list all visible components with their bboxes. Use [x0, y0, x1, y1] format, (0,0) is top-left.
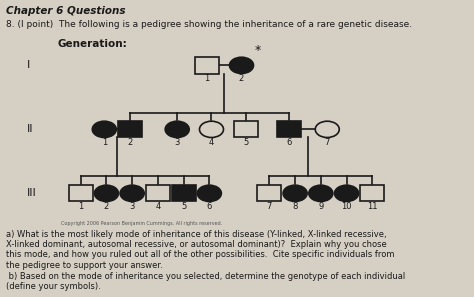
Text: *: * — [255, 44, 261, 57]
Circle shape — [309, 185, 333, 201]
Text: 1: 1 — [205, 74, 210, 83]
Text: 2: 2 — [104, 202, 109, 211]
Text: 11: 11 — [367, 202, 377, 211]
Text: 5: 5 — [181, 202, 186, 211]
Text: 7: 7 — [325, 138, 330, 147]
Text: 1: 1 — [101, 138, 107, 147]
Text: 5: 5 — [243, 138, 248, 147]
Text: Generation:: Generation: — [57, 39, 127, 49]
FancyBboxPatch shape — [360, 185, 384, 201]
FancyBboxPatch shape — [69, 185, 93, 201]
FancyBboxPatch shape — [172, 185, 196, 201]
Text: 2: 2 — [239, 74, 244, 83]
Text: II: II — [27, 124, 34, 134]
Text: a) What is the most likely mode of inheritance of this disease (Y-linked, X-link: a) What is the most likely mode of inher… — [6, 230, 394, 270]
Circle shape — [120, 185, 144, 201]
FancyBboxPatch shape — [234, 121, 258, 138]
Text: 6: 6 — [207, 202, 212, 211]
Text: 10: 10 — [341, 202, 352, 211]
Text: I: I — [27, 60, 30, 70]
Circle shape — [197, 185, 221, 201]
Text: III: III — [27, 188, 37, 198]
Text: 3: 3 — [129, 202, 135, 211]
Text: 1: 1 — [78, 202, 83, 211]
Text: 2: 2 — [128, 138, 133, 147]
Text: 8. (I point)  The following is a pedigree showing the inheritance of a rare gene: 8. (I point) The following is a pedigree… — [6, 20, 412, 29]
Circle shape — [94, 185, 118, 201]
Circle shape — [335, 185, 358, 201]
Circle shape — [315, 121, 339, 138]
FancyBboxPatch shape — [257, 185, 282, 201]
FancyBboxPatch shape — [146, 185, 170, 201]
Text: Copyright 2006 Pearson Benjamin Cummings. All rights reserved.: Copyright 2006 Pearson Benjamin Cummings… — [62, 221, 223, 226]
Circle shape — [200, 121, 224, 138]
Circle shape — [92, 121, 116, 138]
FancyBboxPatch shape — [195, 57, 219, 74]
Text: 4: 4 — [155, 202, 161, 211]
Text: 9: 9 — [318, 202, 323, 211]
Text: 3: 3 — [174, 138, 180, 147]
Text: b) Based on the mode of inheritance you selected, determine the genotype of each: b) Based on the mode of inheritance you … — [6, 272, 405, 291]
FancyBboxPatch shape — [277, 121, 301, 138]
Text: 6: 6 — [286, 138, 292, 147]
Text: 8: 8 — [292, 202, 298, 211]
Text: Chapter 6 Questions: Chapter 6 Questions — [6, 6, 125, 16]
Text: 7: 7 — [267, 202, 272, 211]
Text: 4: 4 — [209, 138, 214, 147]
Circle shape — [283, 185, 307, 201]
FancyBboxPatch shape — [118, 121, 142, 138]
Circle shape — [229, 57, 254, 74]
Circle shape — [165, 121, 189, 138]
